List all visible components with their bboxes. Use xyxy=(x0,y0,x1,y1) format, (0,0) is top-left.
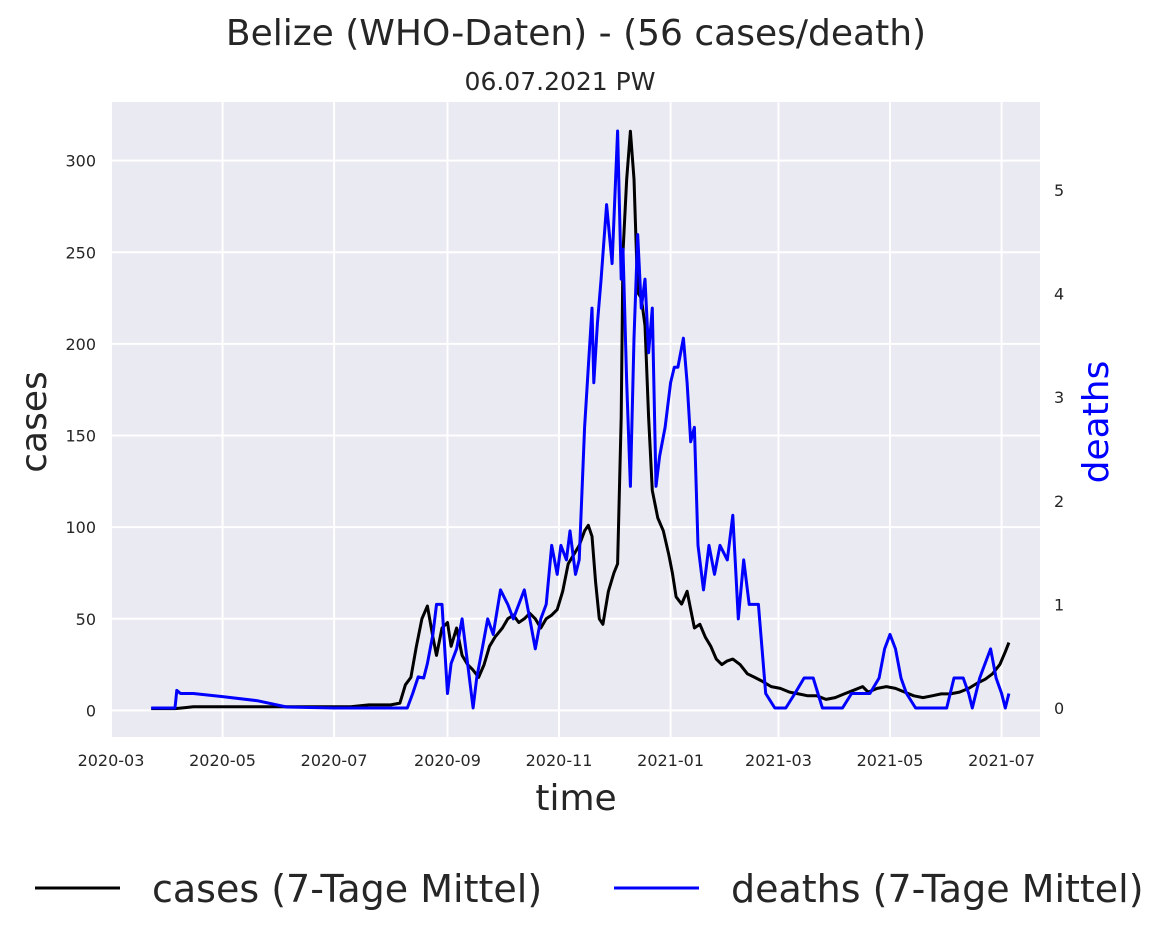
x-tick-label: 2021-07 xyxy=(968,751,1035,770)
y2-axis-label: deaths xyxy=(1076,361,1117,484)
y-tick-label: 100 xyxy=(65,518,96,537)
x-tick-label: 2020-09 xyxy=(414,751,481,770)
x-tick-label: 2021-03 xyxy=(745,751,812,770)
grid xyxy=(110,102,1040,737)
y-tick-label: 0 xyxy=(86,701,96,720)
x-tick-label: 2020-05 xyxy=(189,751,256,770)
y-tick-label: 250 xyxy=(65,243,96,262)
x-tick-label: 2021-01 xyxy=(637,751,704,770)
x-tick-label: 2020-03 xyxy=(78,751,145,770)
x-tick-label: 2020-11 xyxy=(526,751,593,770)
chart-title: Belize (WHO-Daten) - (56 cases/death) xyxy=(226,13,926,54)
x-tick-labels: 2020-03 2020-05 2020-07 2020-09 2020-11 2021-… xyxy=(78,751,1035,770)
y2-tick-label: 2 xyxy=(1054,492,1064,511)
y2-tick-label: 4 xyxy=(1054,285,1064,304)
x-tick-label: 2021-05 xyxy=(857,751,924,770)
y2-tick-labels: 0 1 2 3 4 5 xyxy=(1054,181,1064,718)
x-axis-label: time xyxy=(535,778,616,819)
x-tick-label: 2020-07 xyxy=(301,751,368,770)
y-axis-label: cases xyxy=(14,371,55,473)
y-tick-label: 50 xyxy=(76,610,96,629)
y2-tick-label: 5 xyxy=(1054,181,1064,200)
legend-label-cases: cases (7-Tage Mittel) xyxy=(152,867,542,911)
y-tick-label: 150 xyxy=(65,427,96,446)
y-tick-labels: 0 50 100 150 200 250 300 xyxy=(65,152,96,721)
y-tick-label: 200 xyxy=(65,335,96,354)
cases-line xyxy=(151,129,1011,711)
y-tick-label: 300 xyxy=(65,152,96,171)
y2-tick-label: 1 xyxy=(1054,595,1064,614)
plot-area xyxy=(111,102,1040,737)
deaths-line xyxy=(151,129,1011,710)
y2-tick-label: 3 xyxy=(1054,388,1064,407)
legend-label-deaths: deaths (7-Tage Mittel) xyxy=(731,867,1144,911)
chart-subtitle: 06.07.2021 PW xyxy=(465,67,656,96)
legend: cases (7-Tage Mittel) deaths (7-Tage Mit… xyxy=(35,867,1144,911)
y2-tick-label: 0 xyxy=(1054,699,1064,718)
